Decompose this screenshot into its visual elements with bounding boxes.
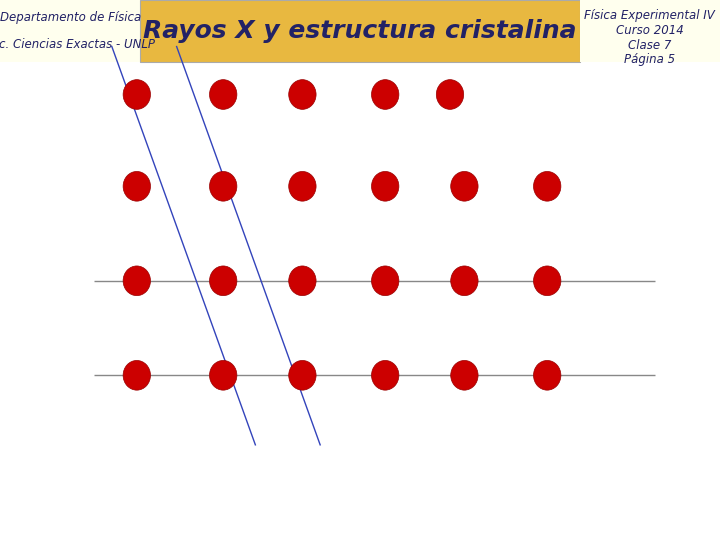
Ellipse shape — [451, 172, 478, 201]
Ellipse shape — [289, 266, 316, 296]
Ellipse shape — [372, 361, 399, 390]
Bar — [0, 0, 140, 62]
Text: Departamento de Física: Departamento de Física — [0, 11, 141, 24]
Ellipse shape — [210, 266, 237, 296]
Bar — [140, 0, 580, 62]
Text: Física Experimental IV: Física Experimental IV — [585, 9, 715, 22]
Text: Página 5: Página 5 — [624, 53, 675, 66]
Ellipse shape — [372, 266, 399, 296]
Ellipse shape — [123, 266, 150, 296]
Ellipse shape — [451, 361, 478, 390]
Ellipse shape — [123, 172, 150, 201]
Ellipse shape — [210, 79, 237, 109]
Text: Fac. Ciencias Exactas - UNLP: Fac. Ciencias Exactas - UNLP — [0, 38, 156, 51]
Ellipse shape — [534, 361, 561, 390]
Text: Curso 2014: Curso 2014 — [616, 24, 684, 37]
Ellipse shape — [123, 79, 150, 109]
Ellipse shape — [534, 266, 561, 296]
Bar — [580, 0, 720, 62]
Bar — [0, 62, 720, 540]
Ellipse shape — [436, 79, 464, 109]
Ellipse shape — [210, 361, 237, 390]
Ellipse shape — [123, 361, 150, 390]
Ellipse shape — [372, 79, 399, 109]
Ellipse shape — [289, 361, 316, 390]
Ellipse shape — [289, 172, 316, 201]
Text: Rayos X y estructura cristalina: Rayos X y estructura cristalina — [143, 19, 577, 43]
Ellipse shape — [451, 266, 478, 296]
Ellipse shape — [372, 172, 399, 201]
Text: Clase 7: Clase 7 — [628, 38, 672, 51]
Ellipse shape — [210, 172, 237, 201]
Ellipse shape — [534, 172, 561, 201]
Ellipse shape — [289, 79, 316, 109]
